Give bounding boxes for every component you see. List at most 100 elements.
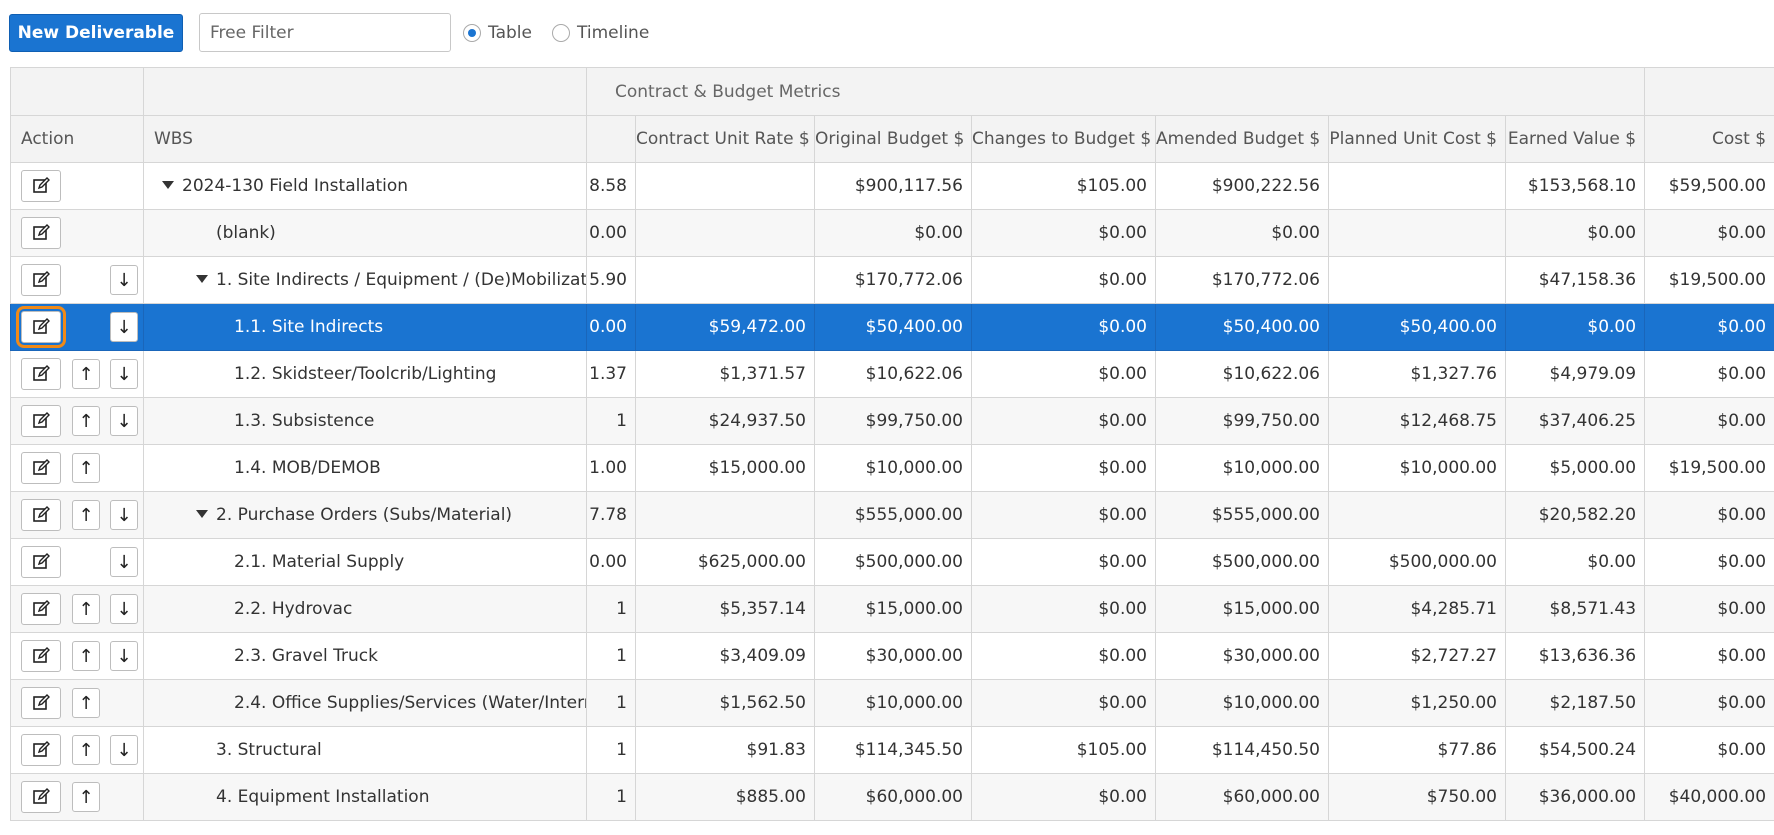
- earned-value-cell: $0.00: [1504, 209, 1646, 257]
- table-row[interactable]: (blank) 0.00 $0.00 $0.00 $0.00 $0.00 $0.00: [10, 209, 1774, 257]
- wbs-cell[interactable]: 2.4. Office Supplies/Services (Water/Int…: [143, 679, 587, 727]
- wbs-label: 1.2. Skidsteer/Toolcrib/Lighting: [234, 364, 497, 384]
- col-header-cost[interactable]: Cost $: [1644, 115, 1774, 163]
- move-up-button[interactable]: ↑: [72, 641, 100, 671]
- wbs-cell[interactable]: 1.1. Site Indirects: [143, 303, 587, 351]
- caret-down-icon[interactable]: [196, 510, 208, 518]
- move-up-button[interactable]: ↑: [72, 500, 100, 530]
- action-cell: ↓: [10, 538, 144, 586]
- table-row[interactable]: ↓ 1. Site Indirects / Equipment / (De)Mob…: [10, 256, 1774, 304]
- col-header-action[interactable]: Action: [10, 115, 144, 163]
- view-timeline-radio[interactable]: Timeline: [552, 22, 649, 44]
- arrow-down-icon: ↓: [116, 739, 132, 761]
- planned-unit-cost-cell: [1328, 209, 1506, 257]
- table-row[interactable]: ↑ 4. Equipment Installation 1 $885.00 $60,00…: [10, 773, 1774, 821]
- cost-cell: $19,500.00: [1644, 256, 1774, 304]
- edit-icon: [33, 412, 50, 428]
- edit-icon: [33, 694, 50, 710]
- edit-button[interactable]: [21, 593, 61, 625]
- wbs-cell[interactable]: 1.3. Subsistence: [143, 397, 587, 445]
- wbs-cell[interactable]: 4. Equipment Installation: [143, 773, 587, 821]
- move-up-button[interactable]: ↑: [72, 782, 100, 812]
- wbs-cell[interactable]: (blank): [143, 209, 587, 257]
- move-up-button[interactable]: ↑: [72, 406, 100, 436]
- earned-value-cell: $5,000.00: [1504, 444, 1646, 492]
- col-header-planned-unit-cost[interactable]: Planned Unit Cost $: [1328, 115, 1506, 163]
- caret-down-icon[interactable]: [196, 275, 208, 283]
- arrow-down-icon: ↓: [116, 363, 132, 385]
- table-row[interactable]: ↓ 2.1. Material Supply 0.00 $625,000.00 $500…: [10, 538, 1774, 586]
- move-down-button[interactable]: ↓: [110, 735, 138, 765]
- edit-icon: [33, 365, 50, 381]
- col-header-changes-to-budget[interactable]: Changes to Budget $: [971, 115, 1156, 163]
- caret-down-icon[interactable]: [162, 181, 174, 189]
- action-cell: ↑ ↓: [10, 491, 144, 539]
- edit-button[interactable]: [21, 640, 61, 672]
- col-header-contract-unit-rate[interactable]: Contract Unit Rate $: [635, 115, 815, 163]
- wbs-cell[interactable]: 2.3. Gravel Truck: [143, 632, 587, 680]
- table-row[interactable]: ↑ 1.4. MOB/DEMOB 1.00 $15,000.00 $10,000.00 $…: [10, 444, 1774, 492]
- cost-cell: $0.00: [1644, 350, 1774, 398]
- contract-unit-rate-cell: $91.83: [635, 726, 815, 774]
- move-down-button[interactable]: ↓: [110, 359, 138, 389]
- free-filter-input[interactable]: [199, 13, 451, 52]
- move-up-button[interactable]: ↑: [72, 594, 100, 624]
- edit-button[interactable]: [21, 170, 61, 202]
- new-deliverable-button[interactable]: New Deliverable: [9, 14, 183, 52]
- move-down-button[interactable]: ↓: [110, 265, 138, 295]
- move-up-button[interactable]: ↑: [72, 453, 100, 483]
- wbs-cell[interactable]: 2.2. Hydrovac: [143, 585, 587, 633]
- table-row[interactable]: ↑ ↓ 1.2. Skidsteer/Toolcrib/Lighting 1.37 $1…: [10, 350, 1774, 398]
- wbs-label: 1. Site Indirects / Equipment / (De)Mobi…: [216, 270, 587, 290]
- table-row[interactable]: ↓ 1.1. Site Indirects 0.00 $59,472.00 $50,40…: [10, 303, 1774, 351]
- wbs-cell[interactable]: 2.1. Material Supply: [143, 538, 587, 586]
- edit-button[interactable]: [21, 358, 61, 390]
- table-row[interactable]: ↑ 2.4. Office Supplies/Services (Water/In…: [10, 679, 1774, 727]
- action-cell: [10, 209, 144, 257]
- col-header-wbs[interactable]: WBS: [143, 115, 587, 163]
- table-row[interactable]: ↑ ↓ 2.2. Hydrovac 1 $5,357.14 $15,000.00 $0.00…: [10, 585, 1774, 633]
- view-table-radio[interactable]: Table: [463, 22, 532, 44]
- table-row[interactable]: ↑ ↓ 2.3. Gravel Truck 1 $3,409.09 $30,000.00 $…: [10, 632, 1774, 680]
- wbs-cell[interactable]: 3. Structural: [143, 726, 587, 774]
- edit-button[interactable]: [21, 734, 61, 766]
- edit-button[interactable]: [21, 781, 61, 813]
- move-down-button[interactable]: ↓: [110, 500, 138, 530]
- col-header-amended-budget[interactable]: Amended Budget $: [1155, 115, 1329, 163]
- arrow-up-icon: ↑: [78, 598, 94, 620]
- move-down-button[interactable]: ↓: [110, 641, 138, 671]
- col-header-earned-value[interactable]: Earned Value $: [1504, 115, 1646, 163]
- edit-button[interactable]: [21, 405, 61, 437]
- move-up-button[interactable]: ↑: [72, 688, 100, 718]
- earned-value-cell: $13,636.36: [1504, 632, 1646, 680]
- table-row[interactable]: ↑ ↓ 2. Purchase Orders (Subs/Material) 7.78…: [10, 491, 1774, 539]
- planned-unit-cost-cell: $10,000.00: [1328, 444, 1506, 492]
- wbs-cell[interactable]: 1.4. MOB/DEMOB: [143, 444, 587, 492]
- move-up-button[interactable]: ↑: [72, 735, 100, 765]
- table-row[interactable]: ↑ ↓ 1.3. Subsistence 1 $24,937.50 $99,750.00 $…: [10, 397, 1774, 445]
- wbs-cell[interactable]: 2024-130 Field Installation: [143, 162, 587, 210]
- edit-button[interactable]: [21, 499, 61, 531]
- wbs-cell[interactable]: 1. Site Indirects / Equipment / (De)Mobi…: [143, 256, 587, 304]
- edit-button[interactable]: [16, 306, 66, 348]
- edit-button[interactable]: [21, 264, 61, 296]
- group-header-empty-1: [10, 67, 144, 116]
- edit-button[interactable]: [21, 217, 61, 249]
- move-up-button[interactable]: ↑: [72, 359, 100, 389]
- table-row[interactable]: 2024-130 Field Installation 8.58 $900,117.…: [10, 162, 1774, 210]
- wbs-cell[interactable]: 1.2. Skidsteer/Toolcrib/Lighting: [143, 350, 587, 398]
- move-down-button[interactable]: ↓: [110, 406, 138, 436]
- table-row[interactable]: ↑ ↓ 3. Structural 1 $91.83 $114,345.50 $105.00…: [10, 726, 1774, 774]
- arrow-down-icon: ↓: [116, 269, 132, 291]
- edit-button[interactable]: [21, 452, 61, 484]
- partial-cell: 0.00: [586, 303, 636, 351]
- col-header-original-budget[interactable]: Original Budget $: [814, 115, 972, 163]
- wbs-cell[interactable]: 2. Purchase Orders (Subs/Material): [143, 491, 587, 539]
- move-down-button[interactable]: ↓: [110, 312, 138, 342]
- edit-button[interactable]: [21, 546, 61, 578]
- amended-budget-cell: $0.00: [1155, 209, 1329, 257]
- move-down-button[interactable]: ↓: [110, 547, 138, 577]
- move-down-button[interactable]: ↓: [110, 594, 138, 624]
- edit-button[interactable]: [21, 687, 61, 719]
- col-header-partial[interactable]: [586, 115, 636, 163]
